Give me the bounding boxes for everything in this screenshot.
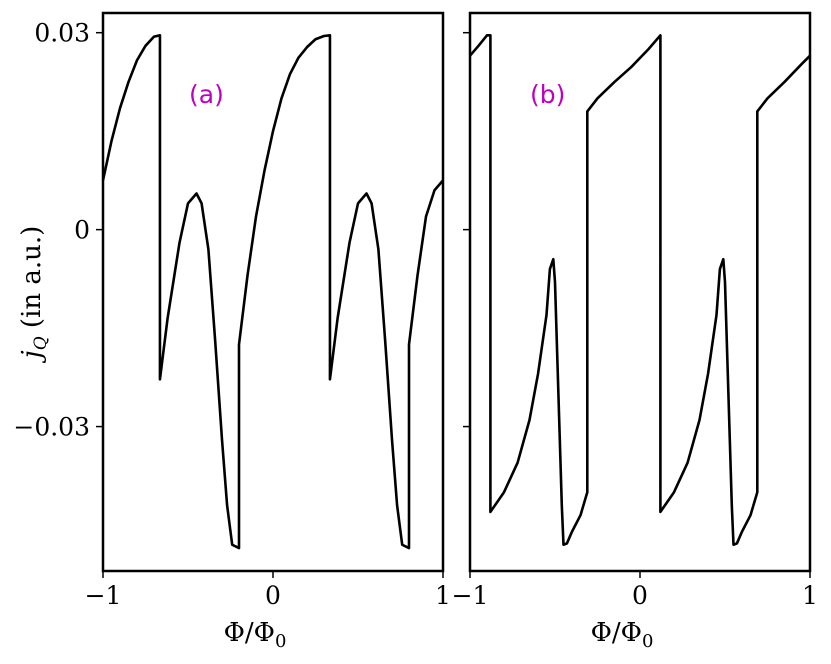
series-line <box>469 34 811 547</box>
y-tick-label: 0 <box>74 216 90 245</box>
panel-b: −1 0 1 (b) Φ/Φ0 <box>452 11 818 652</box>
x-tick-label: 0 <box>265 581 281 610</box>
x-tick-label: 1 <box>802 581 818 610</box>
x-tick-label: 1 <box>435 581 451 610</box>
y-axis-subscript: Q <box>31 336 51 350</box>
panel-label-a: (a) <box>189 80 224 109</box>
plot-frame-b <box>468 11 812 573</box>
x-axis-label-b: Φ/Φ0 <box>591 618 654 652</box>
x-axis-subscript-b: 0 <box>642 631 653 652</box>
x-axis-label-a: Φ/Φ0 <box>224 618 287 652</box>
plot-frame-a <box>101 11 445 573</box>
x-tick-label: 0 <box>632 581 648 610</box>
y-tick-label: −0.03 <box>13 413 90 442</box>
y-axis-label: jQ (in a.u.) <box>17 226 51 364</box>
series-line <box>101 34 444 550</box>
x-axis-subscript-a: 0 <box>275 631 286 652</box>
panel-a: −1 0 1 0.03 0 −0.03 (a) Φ/Φ0 jQ (in a.u.) <box>13 11 451 652</box>
series-b <box>469 34 811 547</box>
ticks-b: −1 0 1 <box>452 31 818 610</box>
x-tick-label: −1 <box>85 581 122 610</box>
series-a <box>101 34 444 550</box>
y-axis-unit: (in a.u.) <box>17 226 47 337</box>
y-tick-label: 0.03 <box>34 19 90 48</box>
panel-label-b: (b) <box>530 80 565 109</box>
ticks-a: −1 0 1 0.03 0 −0.03 <box>13 19 451 610</box>
x-tick-label: −1 <box>452 581 489 610</box>
